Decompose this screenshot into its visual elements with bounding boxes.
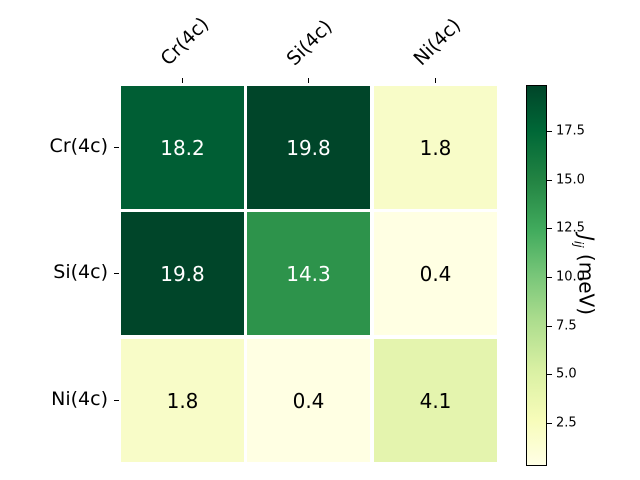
heatmap-cell: 19.8 [247,86,370,209]
heatmap-cell: 0.4 [374,212,497,335]
heatmap-cell: 18.2 [121,86,244,209]
y-tick [114,147,119,148]
y-tick-label: Si(4c) [53,261,108,283]
colorbar-tick [547,228,552,230]
y-tick [114,400,119,401]
heatmap-cell: 14.3 [247,212,370,335]
x-tick [435,78,436,83]
colorbar-tick-label: 5.0 [556,366,577,382]
y-tick-label: Ni(4c) [51,388,108,410]
colorbar-tick-label: 12.5 [556,220,585,236]
colorbar-tick-label: 17.5 [556,123,585,139]
x-tick [182,78,183,83]
y-tick-label: Cr(4c) [49,135,108,157]
x-tick [308,78,309,83]
colorbar-tick [547,325,552,327]
colorbar-tick [547,179,552,181]
x-tick-label: Cr(4c) [156,13,214,70]
colorbar [526,85,547,466]
heatmap-cell: 4.1 [374,339,497,462]
colorbar-tick [547,276,552,278]
heatmap-cell: 1.8 [121,339,244,462]
heatmap-cell: 1.8 [374,86,497,209]
colorbar-tick-label: 7.5 [556,318,577,334]
y-tick [114,273,119,274]
x-tick-label: Si(4c) [282,15,337,71]
x-tick-label: Ni(4c) [409,14,466,71]
colorbar-tick [547,423,552,425]
colorbar-tick [547,374,552,376]
colorbar-tick [547,130,552,132]
colorbar-tick-label: 10.0 [556,269,585,285]
heatmap-cell: 0.4 [247,339,370,462]
colorbar-label: Jij (meV) [571,234,599,316]
colorbar-tick-label: 15.0 [556,172,585,188]
colorbar-tick-label: 2.5 [556,415,577,431]
heatmap-cell: 19.8 [121,212,244,335]
